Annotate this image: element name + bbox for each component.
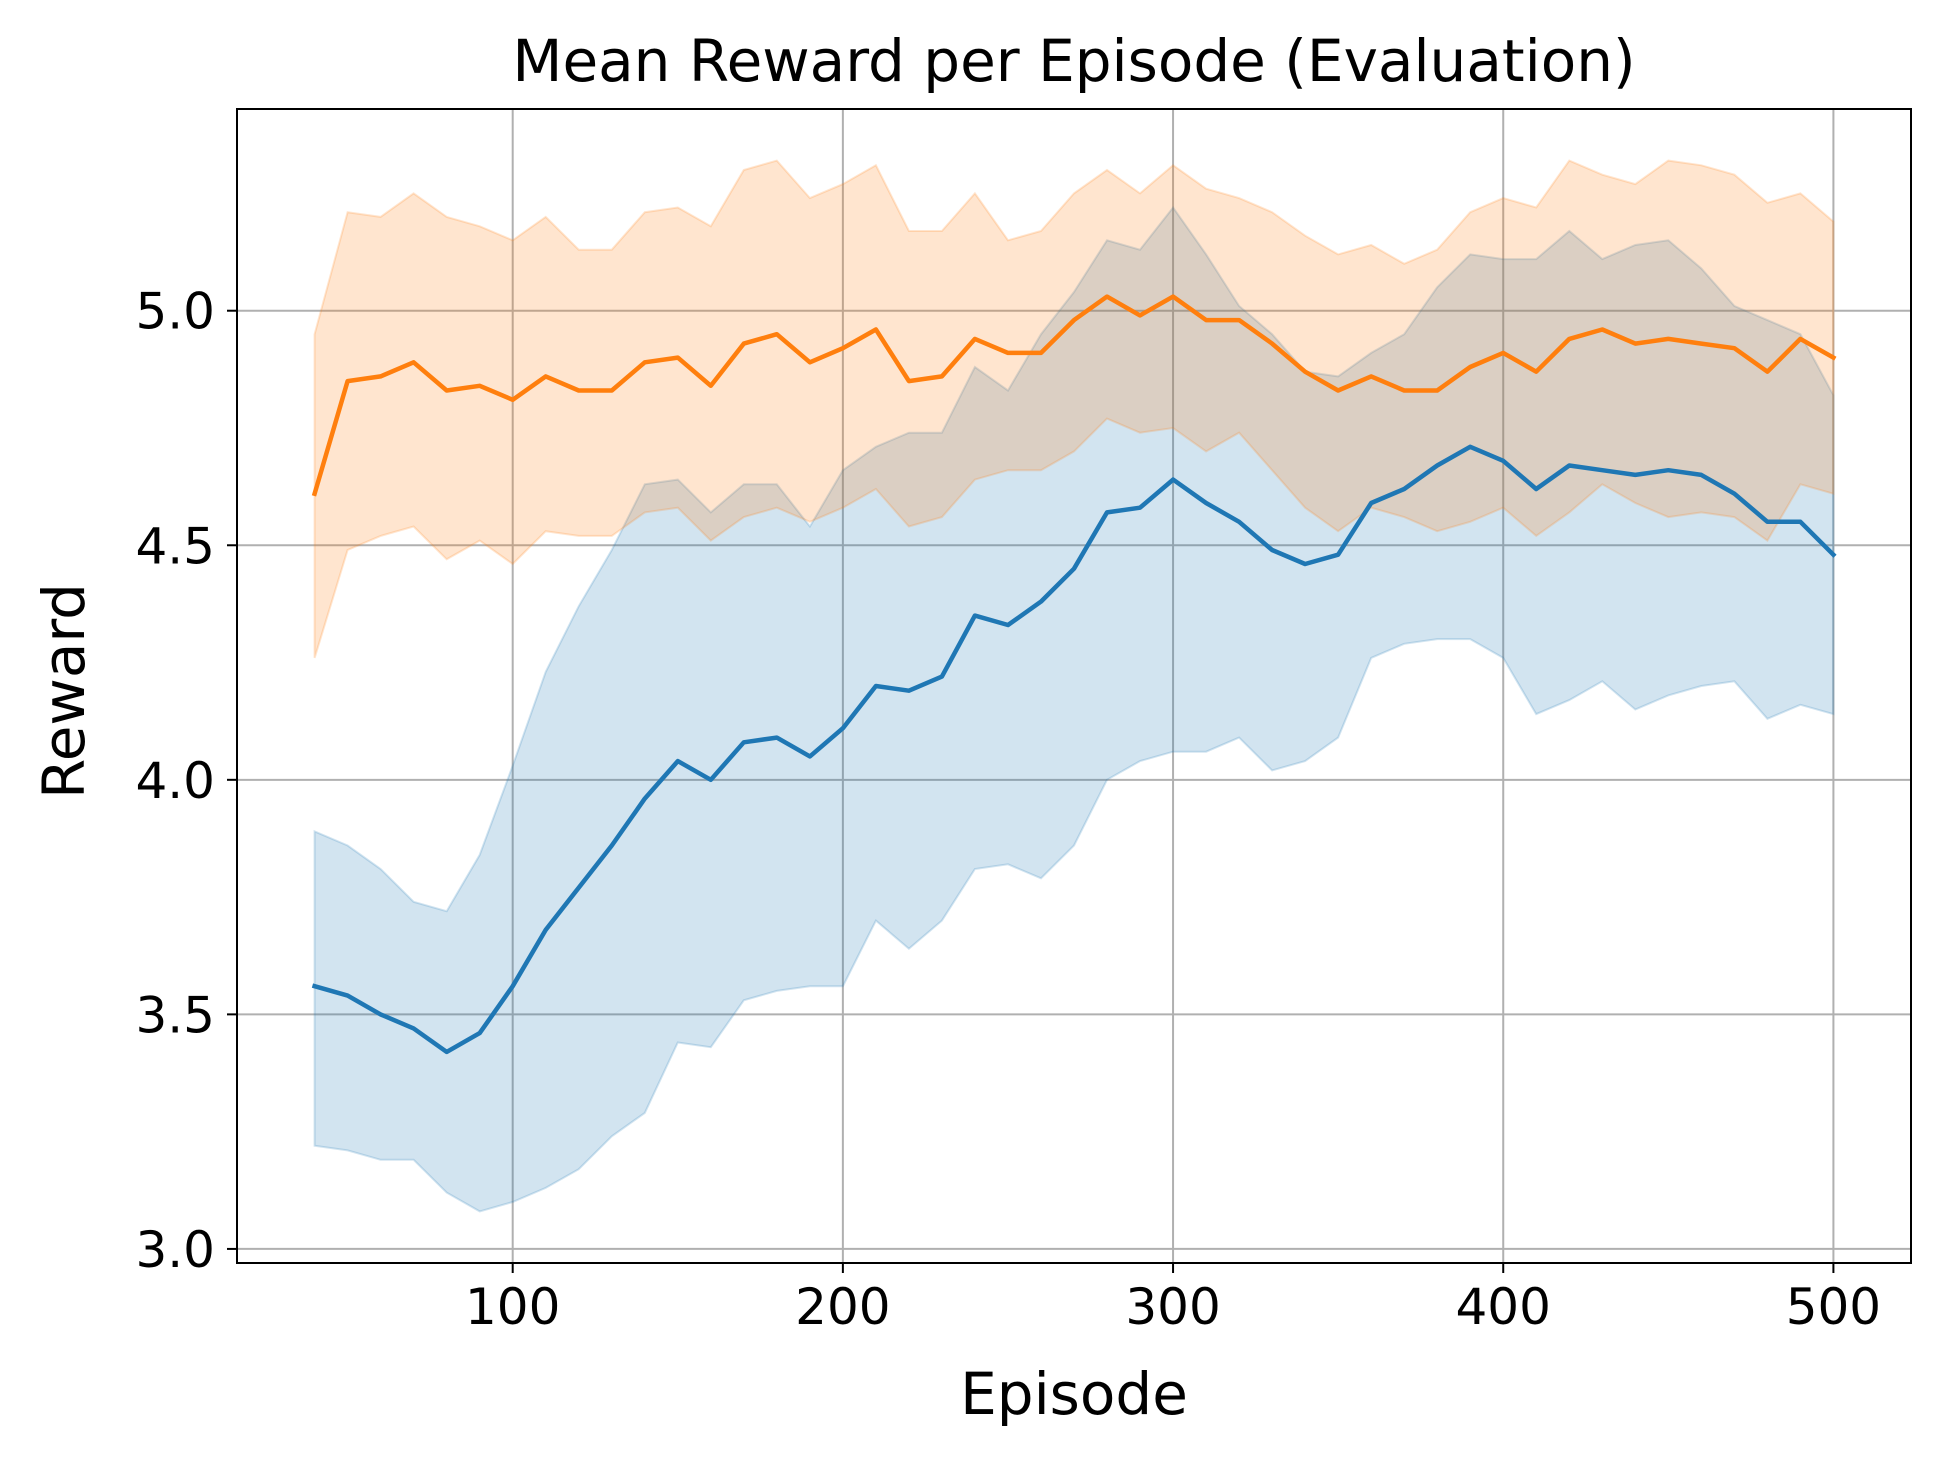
series-line-blue bbox=[311, 444, 1837, 1055]
chart-title: Mean Reward per Episode (Evaluation) bbox=[512, 27, 1635, 95]
y-tick-label: 3.5 bbox=[135, 986, 215, 1044]
x-tick-label: 500 bbox=[1786, 1278, 1881, 1336]
y-tick-label: 5.0 bbox=[135, 283, 215, 341]
x-tick-label: 200 bbox=[795, 1278, 890, 1336]
x-axis-title: Episode bbox=[960, 1360, 1188, 1428]
series-lines bbox=[311, 294, 1837, 1055]
y-tick-label: 4.0 bbox=[135, 752, 215, 810]
x-tick-label: 300 bbox=[1125, 1278, 1220, 1336]
x-tick-label: 100 bbox=[465, 1278, 560, 1336]
series-line-orange bbox=[311, 294, 1837, 497]
x-axis-ticks: 100 200 300 400 500 bbox=[465, 1263, 1881, 1336]
y-axis-ticks: 3.0 3.5 4.0 4.5 5.0 bbox=[135, 283, 237, 1279]
x-tick-label: 400 bbox=[1456, 1278, 1551, 1336]
y-tick-label: 4.5 bbox=[135, 517, 215, 575]
band-orange bbox=[313, 159, 1835, 659]
y-tick-label: 3.0 bbox=[135, 1221, 215, 1279]
y-axis-title: Reward bbox=[30, 583, 98, 799]
plot-frame bbox=[236, 108, 1912, 1264]
grid bbox=[237, 109, 1911, 1263]
